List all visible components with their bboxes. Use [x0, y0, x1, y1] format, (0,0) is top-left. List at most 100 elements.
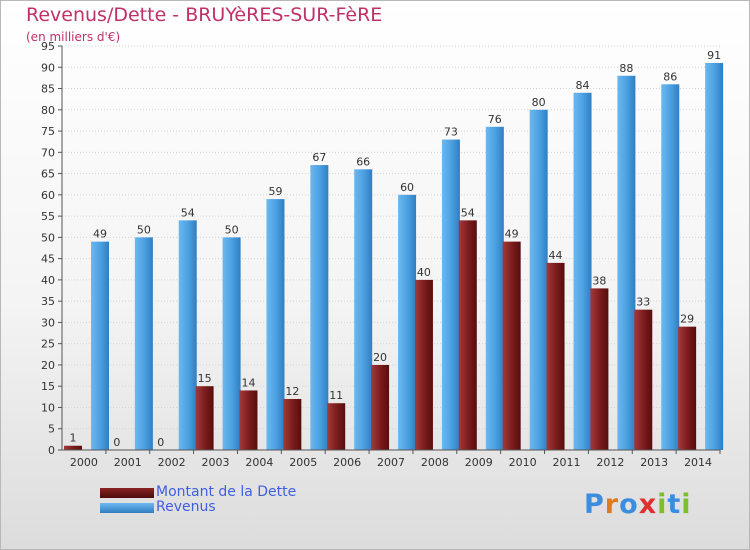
logo-letter: i: [681, 489, 692, 520]
bar-debt-label-2012: 38: [592, 274, 606, 287]
bar-revenus-2007: [398, 194, 417, 450]
bar-debt-2010: [502, 241, 521, 450]
bar-debt-label-2006: 11: [329, 389, 343, 402]
x-tick-label-2005: 2005: [289, 456, 317, 469]
y-tick-label: 25: [41, 338, 55, 351]
bar-revenus-label-2004: 59: [268, 185, 282, 198]
bar-debt-2011: [546, 262, 565, 450]
bar-debt-label-2005: 12: [285, 385, 299, 398]
bar-debt-2009: [458, 220, 477, 450]
x-tick-label-2002: 2002: [158, 456, 186, 469]
y-tick-label: 30: [41, 316, 55, 329]
x-tick-label-2012: 2012: [596, 456, 624, 469]
logo-letter: x: [638, 489, 658, 520]
bar-revenus-label-2000: 49: [93, 228, 107, 241]
bar-debt-label-2009: 54: [461, 206, 475, 219]
x-tick-label-2011: 2011: [552, 456, 580, 469]
bar-revenus-label-2014: 91: [707, 49, 721, 62]
bar-debt-label-2010: 49: [505, 228, 519, 241]
bar-revenus-label-2006: 66: [356, 155, 370, 168]
bar-revenus-label-2011: 84: [576, 79, 590, 92]
x-tick-label-2001: 2001: [114, 456, 142, 469]
legend-swatch-revenus: [100, 503, 154, 513]
bar-revenus-label-2005: 67: [312, 151, 326, 164]
bar-revenus-2014: [705, 63, 724, 450]
y-tick-label: 95: [41, 40, 55, 53]
bar-debt-2006: [327, 403, 346, 450]
x-tick-label-2013: 2013: [640, 456, 668, 469]
x-tick-label-2007: 2007: [377, 456, 405, 469]
bar-revenus-label-2012: 88: [619, 62, 633, 75]
bar-revenus-label-2001: 50: [137, 223, 151, 236]
logo-letter: o: [619, 489, 639, 520]
bar-revenus-2003: [222, 237, 241, 450]
x-tick-label-2008: 2008: [421, 456, 449, 469]
bar-debt-2004: [239, 390, 258, 450]
bar-debt-label-2001: 0: [113, 436, 120, 449]
x-tick-label-2004: 2004: [245, 456, 273, 469]
y-tick-label: 55: [41, 210, 55, 223]
bar-revenus-2009: [485, 126, 504, 451]
bar-revenus-label-2008: 73: [444, 126, 458, 139]
y-axis-ticks: 0 5 10 15 20 25 30 35 40 45 50 55 60 65 70 75 80 85 90 95: [41, 40, 62, 457]
y-tick-label: 45: [41, 253, 55, 266]
bar-debt-label-2013: 33: [636, 296, 650, 309]
bar-revenus-label-2009: 76: [488, 113, 502, 126]
y-tick-label: 0: [48, 444, 55, 457]
bar-revenus-2004: [266, 199, 285, 450]
y-tick-label: 60: [41, 189, 55, 202]
chart-subtitle: (en milliers d'€): [26, 30, 121, 44]
bar-debt-2007: [371, 364, 390, 450]
bar-revenus-label-2007: 60: [400, 181, 414, 194]
bar-debt-label-2000: 1: [70, 432, 77, 445]
axes: [58, 46, 720, 451]
x-axis-ticks: 2000 2001 2002 2003 2004 2005 2006 2007 2008 2009…: [70, 450, 721, 469]
bar-revenus-2000: [91, 241, 109, 450]
bar-revenus-2013: [661, 84, 680, 450]
y-tick-label: 90: [41, 61, 55, 74]
proxiti-logo: Proxiti: [584, 489, 692, 520]
x-tick-label-2000: 2000: [70, 456, 98, 469]
bar-revenus-2006: [354, 169, 373, 451]
y-tick-label: 80: [41, 104, 55, 117]
bar-debt-2003: [195, 386, 214, 450]
bar-debt-2013: [634, 309, 653, 450]
bar-debt-2014: [678, 326, 697, 450]
bar-revenus-label-2013: 86: [663, 70, 677, 83]
y-tick-label: 20: [41, 359, 55, 372]
y-tick-label: 10: [41, 401, 55, 414]
legend-label-revenus: Revenus: [156, 499, 216, 515]
logo-letter: P: [584, 489, 605, 520]
bar-revenus-label-2010: 80: [532, 96, 546, 109]
bar-revenus-2011: [573, 92, 592, 451]
bar-debt-2000: [64, 445, 82, 450]
bar-revenus-2002: [178, 220, 197, 450]
y-tick-label: 40: [41, 274, 55, 287]
y-tick-label: 5: [48, 423, 55, 436]
bars: 1 49 0 50 0 54 15 50 14 59 12 67 11 66 20 60 40 73 54 76 49 8…: [64, 49, 724, 451]
logo-letter: t: [667, 489, 682, 520]
bar-debt-label-2002: 0: [157, 436, 164, 449]
y-tick-label: 50: [41, 231, 55, 244]
y-tick-label: 65: [41, 168, 55, 181]
bar-debt-label-2011: 44: [549, 249, 563, 262]
y-tick-label: 70: [41, 146, 55, 159]
bar-revenus-2010: [529, 109, 548, 450]
bar-revenus-2008: [441, 139, 460, 450]
x-tick-label-2006: 2006: [333, 456, 361, 469]
x-tick-label-2009: 2009: [465, 456, 493, 469]
bar-debt-label-2014: 29: [680, 313, 694, 326]
bar-debt-2012: [590, 288, 609, 450]
bar-debt-2005: [283, 398, 302, 450]
bar-debt-label-2004: 14: [241, 376, 255, 389]
bar-debt-label-2003: 15: [198, 372, 212, 385]
y-tick-label: 75: [41, 125, 55, 138]
bar-revenus-label-2003: 50: [225, 223, 239, 236]
logo-letter: r: [604, 489, 620, 520]
legend-label-debt: Montant de la Dette: [156, 484, 297, 500]
logo-letter: i: [657, 489, 668, 520]
bar-revenus-2001: [134, 237, 153, 450]
y-tick-label: 85: [41, 83, 55, 96]
legend-swatch-debt: [100, 488, 154, 498]
